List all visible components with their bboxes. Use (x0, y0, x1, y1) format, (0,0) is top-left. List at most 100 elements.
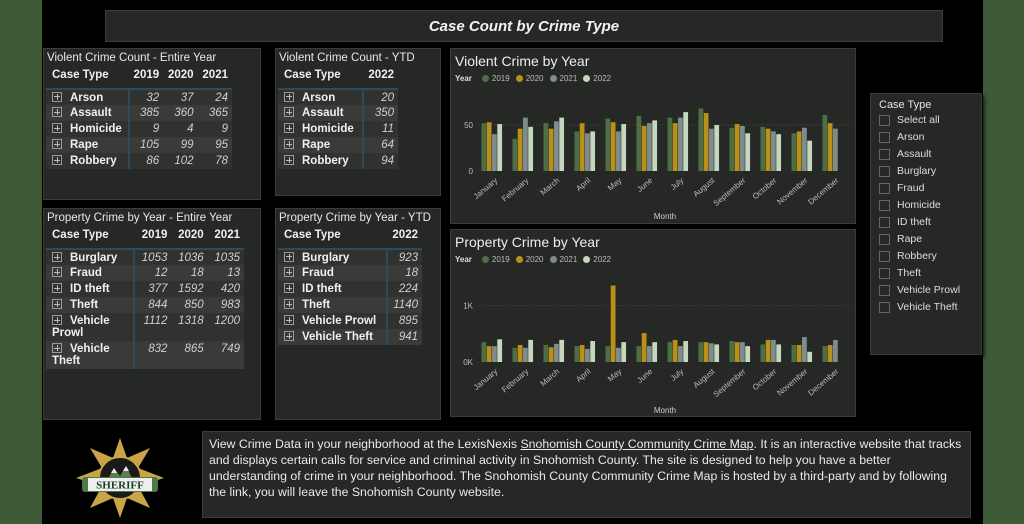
expand-plus-icon[interactable] (284, 267, 294, 277)
slicer-item[interactable]: Assault (879, 148, 931, 160)
column-header[interactable]: 2019 (133, 69, 160, 81)
expand-plus-icon[interactable] (284, 331, 294, 341)
legend-title: Year (455, 74, 472, 83)
value-cell: 1318 (171, 313, 208, 341)
legend-label: 2022 (593, 255, 612, 264)
value-cell: 105 (128, 137, 164, 153)
expand-plus-icon[interactable] (284, 251, 294, 262)
x-tick-label: July (669, 176, 686, 192)
matrix: Case Type 2019 2020 2021 Burglary 1053 1036 103… (46, 226, 244, 369)
checkbox[interactable] (879, 250, 890, 262)
table-row: ID theft 224 (278, 281, 422, 297)
slicer-item[interactable]: Arson (879, 131, 924, 143)
bar-2019-april (574, 131, 580, 171)
checkbox[interactable] (879, 216, 890, 228)
column-header[interactable]: 2022 (368, 69, 394, 81)
slicer-item[interactable]: Robbery (879, 250, 937, 262)
value-cell: 94 (362, 153, 398, 169)
expand-plus-icon[interactable] (52, 155, 62, 165)
expand-plus-icon[interactable] (52, 123, 62, 133)
expand-plus-icon[interactable] (284, 315, 294, 325)
table-row: Theft 1140 (278, 297, 422, 313)
slicer-item-label: ID theft (897, 216, 931, 228)
bar-2022-march (559, 117, 565, 171)
x-tick-label: October (751, 367, 779, 392)
bar-2021-november (802, 127, 807, 171)
legend-label: 2022 (593, 74, 612, 83)
expand-plus-icon[interactable] (52, 267, 62, 277)
checkbox[interactable] (879, 284, 890, 296)
legend-swatch-2020 (515, 75, 523, 82)
bar-2022-october (776, 344, 782, 362)
bar-2021-april (585, 348, 590, 362)
slicer-item[interactable]: Burglary (879, 165, 936, 177)
expand-plus-icon[interactable] (52, 315, 62, 325)
checkbox[interactable] (879, 148, 890, 160)
expand-plus-icon[interactable] (284, 107, 294, 117)
row-label-cell: ID theft (278, 281, 388, 297)
checkbox[interactable] (879, 114, 890, 126)
bar-2020-march (548, 347, 554, 362)
y-tick-label: 1K (463, 301, 473, 310)
x-tick-label: August (692, 366, 717, 389)
expand-plus-icon[interactable] (52, 91, 62, 102)
column-header[interactable]: Case Type (284, 69, 341, 81)
slicer-item[interactable]: Rape (879, 233, 922, 245)
column-header[interactable]: 2020 (167, 69, 194, 81)
value-cell: 86 (128, 153, 164, 169)
expand-plus-icon[interactable] (284, 91, 294, 102)
column-header[interactable]: 2022 (392, 229, 418, 241)
expand-plus-icon[interactable] (284, 299, 294, 309)
expand-plus-icon[interactable] (52, 283, 62, 293)
slicer-item[interactable]: Theft (879, 267, 921, 279)
row-label-cell: Fraud (278, 265, 388, 281)
bar-2022-april (590, 131, 596, 171)
column-header[interactable]: Case Type (52, 69, 109, 81)
expand-plus-icon[interactable] (52, 343, 62, 353)
case-type-label: Vehicle Theft (52, 343, 110, 367)
bar-2020-november (796, 345, 802, 362)
expand-plus-icon[interactable] (52, 252, 62, 262)
checkbox[interactable] (879, 233, 890, 245)
checkbox[interactable] (879, 301, 890, 313)
bar-2022-august (714, 125, 720, 171)
expand-plus-icon[interactable] (284, 155, 294, 165)
checkbox[interactable] (879, 182, 890, 194)
property-crime-chart: Property Crime by Year Year 2019 2020 20… (450, 229, 856, 417)
bar-2021-november (802, 337, 807, 362)
slicer-item[interactable]: Vehicle Theft (879, 301, 958, 313)
bar-2022-february (528, 339, 534, 362)
row-label-cell: Burglary (278, 249, 388, 265)
expand-plus-icon[interactable] (284, 283, 294, 293)
row-label-cell: Robbery (46, 153, 130, 169)
checkbox[interactable] (879, 199, 890, 211)
slicer-item[interactable]: Select all (879, 114, 940, 126)
expand-plus-icon[interactable] (284, 123, 294, 133)
expand-plus-icon[interactable] (284, 139, 294, 149)
checkbox[interactable] (879, 267, 890, 279)
slicer-item[interactable]: Fraud (879, 182, 924, 194)
row-label-cell: ID theft (46, 281, 135, 297)
slicer-item[interactable]: Homicide (879, 199, 941, 211)
slicer-item[interactable]: ID theft (879, 216, 931, 228)
column-header[interactable]: 2020 (178, 229, 204, 241)
column-header[interactable]: 2021 (214, 229, 240, 241)
slicer-item[interactable]: Vehicle Prowl (879, 284, 960, 296)
violent-ytd-table: Violent Crime Count - YTD Case Type 2022 A… (275, 48, 441, 196)
column-header[interactable]: Case Type (284, 229, 341, 241)
column-header[interactable]: Case Type (52, 229, 109, 241)
legend-swatch-2020 (515, 256, 523, 263)
expand-plus-icon[interactable] (52, 107, 62, 117)
expand-plus-icon[interactable] (52, 139, 62, 149)
checkbox[interactable] (879, 131, 890, 143)
column-header[interactable]: 2021 (202, 69, 228, 81)
column-header[interactable]: 2019 (141, 229, 168, 241)
value-cell: 12 (134, 265, 172, 281)
bar-2022-july (683, 341, 689, 362)
crime-map-link[interactable]: Snohomish County Community Crime Map (520, 437, 754, 451)
expand-plus-icon[interactable] (52, 299, 62, 309)
x-tick-label: October (751, 176, 779, 201)
checkbox[interactable] (879, 165, 890, 177)
bar-2022-january (497, 339, 503, 362)
bar-2020-september (734, 124, 740, 171)
